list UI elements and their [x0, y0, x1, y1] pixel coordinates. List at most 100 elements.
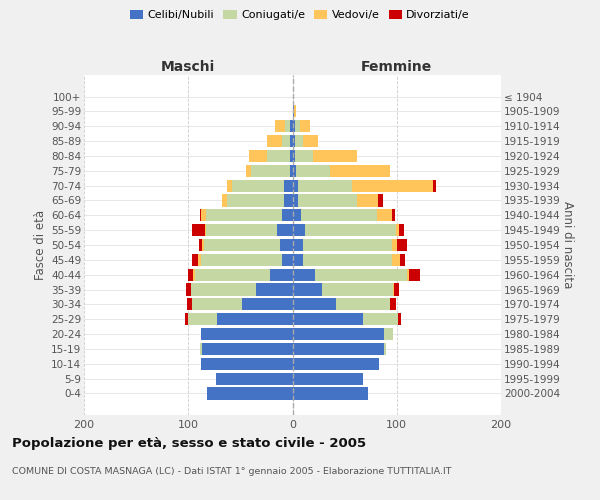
- Bar: [293, 388, 368, 400]
- Bar: [336, 298, 391, 310]
- Bar: [298, 180, 352, 192]
- Bar: [295, 135, 303, 147]
- Bar: [322, 284, 392, 296]
- Bar: [204, 239, 280, 251]
- Bar: [330, 164, 391, 177]
- Bar: [200, 209, 201, 222]
- Bar: [293, 372, 364, 384]
- Bar: [305, 224, 396, 236]
- Bar: [242, 298, 293, 310]
- Bar: [293, 254, 303, 266]
- Bar: [290, 120, 293, 132]
- Bar: [193, 224, 205, 236]
- Bar: [193, 268, 194, 281]
- Bar: [201, 358, 293, 370]
- Bar: [392, 239, 397, 251]
- Bar: [384, 343, 386, 355]
- Bar: [293, 209, 301, 222]
- Bar: [290, 164, 293, 177]
- Bar: [200, 343, 202, 355]
- Bar: [290, 150, 293, 162]
- Bar: [268, 150, 290, 162]
- Bar: [378, 194, 383, 206]
- Bar: [293, 313, 364, 326]
- Bar: [396, 224, 399, 236]
- Bar: [275, 120, 285, 132]
- Bar: [293, 135, 295, 147]
- Bar: [409, 268, 419, 281]
- Bar: [232, 180, 284, 192]
- Bar: [400, 254, 405, 266]
- Bar: [295, 150, 313, 162]
- Bar: [293, 194, 298, 206]
- Bar: [391, 298, 396, 310]
- Bar: [202, 343, 293, 355]
- Bar: [407, 268, 409, 281]
- Bar: [392, 254, 400, 266]
- Bar: [193, 298, 242, 310]
- Bar: [188, 268, 193, 281]
- Bar: [394, 284, 399, 296]
- Bar: [300, 120, 310, 132]
- Bar: [293, 298, 336, 310]
- Bar: [357, 194, 378, 206]
- Bar: [188, 313, 217, 326]
- Bar: [245, 164, 251, 177]
- Bar: [206, 224, 277, 236]
- Y-axis label: Fasce di età: Fasce di età: [34, 210, 47, 280]
- Bar: [186, 284, 191, 296]
- Bar: [282, 254, 293, 266]
- Bar: [303, 239, 392, 251]
- Bar: [433, 180, 436, 192]
- Bar: [293, 239, 303, 251]
- Bar: [303, 135, 317, 147]
- Bar: [227, 180, 232, 192]
- Bar: [352, 180, 433, 192]
- Bar: [384, 328, 392, 340]
- Bar: [296, 164, 330, 177]
- Bar: [293, 358, 379, 370]
- Bar: [364, 313, 398, 326]
- Bar: [285, 120, 290, 132]
- Bar: [221, 194, 227, 206]
- Bar: [191, 284, 256, 296]
- Bar: [316, 268, 407, 281]
- Bar: [284, 194, 293, 206]
- Bar: [217, 372, 293, 384]
- Bar: [293, 268, 316, 281]
- Text: COMUNE DI COSTA MASNAGA (LC) - Dati ISTAT 1° gennaio 2005 - Elaborazione TUTTITA: COMUNE DI COSTA MASNAGA (LC) - Dati ISTA…: [12, 468, 452, 476]
- Bar: [201, 328, 293, 340]
- Bar: [269, 268, 293, 281]
- Bar: [206, 209, 282, 222]
- Bar: [249, 150, 268, 162]
- Bar: [256, 284, 293, 296]
- Bar: [284, 180, 293, 192]
- Bar: [201, 209, 206, 222]
- Bar: [280, 239, 293, 251]
- Bar: [313, 150, 357, 162]
- Bar: [185, 313, 188, 326]
- Bar: [277, 224, 293, 236]
- Y-axis label: Anni di nascita: Anni di nascita: [562, 202, 574, 288]
- Bar: [282, 135, 290, 147]
- Bar: [301, 209, 377, 222]
- Text: Popolazione per età, sesso e stato civile - 2005: Popolazione per età, sesso e stato civil…: [12, 438, 366, 450]
- Bar: [207, 388, 293, 400]
- Bar: [187, 298, 193, 310]
- Legend: Celibi/Nubili, Coniugati/e, Vedovi/e, Divorziati/e: Celibi/Nubili, Coniugati/e, Vedovi/e, Di…: [125, 6, 475, 25]
- Bar: [201, 254, 282, 266]
- Bar: [199, 239, 202, 251]
- Bar: [293, 343, 384, 355]
- Bar: [293, 120, 295, 132]
- Bar: [202, 239, 204, 251]
- Bar: [193, 254, 197, 266]
- Bar: [290, 135, 293, 147]
- Bar: [227, 194, 284, 206]
- Bar: [197, 254, 201, 266]
- Bar: [293, 106, 296, 118]
- Bar: [293, 180, 298, 192]
- Bar: [293, 284, 322, 296]
- Bar: [251, 164, 290, 177]
- Bar: [298, 194, 357, 206]
- Bar: [293, 328, 384, 340]
